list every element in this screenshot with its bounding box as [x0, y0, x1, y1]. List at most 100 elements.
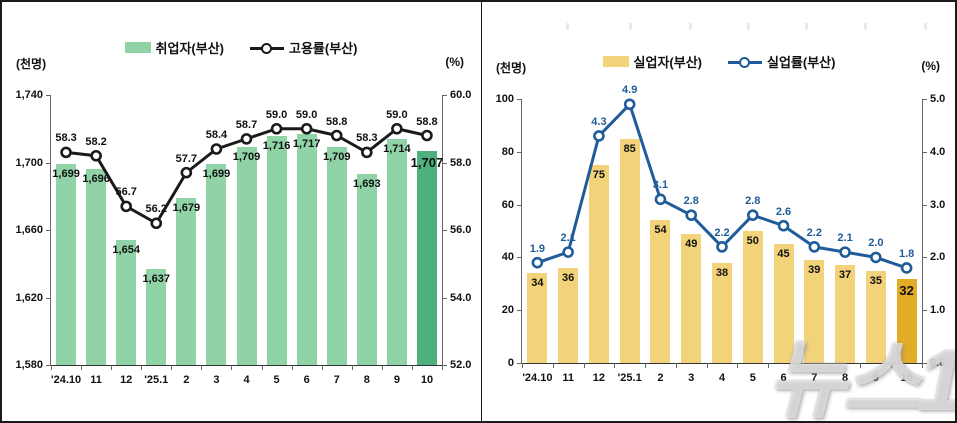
- line-marker: [361, 146, 373, 159]
- bar-value-label: 1,709: [232, 151, 261, 164]
- bar-'25.1: [146, 268, 167, 365]
- x-axis-tickmark: [922, 363, 923, 368]
- x-axis-tickmark: [231, 365, 233, 370]
- right-axis-tickmark: [922, 363, 927, 364]
- line-legend-swatch-icon: [728, 56, 762, 68]
- bar-value-label: 35: [869, 274, 882, 287]
- right-axis-tick-label: 54.0: [450, 291, 472, 304]
- bar-10: [416, 150, 437, 365]
- rate-value-label: 1.8: [898, 247, 915, 260]
- left-axis-tick-label: 1,700: [15, 156, 43, 169]
- left-axis-tickmark: [517, 310, 522, 312]
- x-axis-label: 4: [243, 374, 250, 386]
- faint-tick: [747, 23, 750, 30]
- right-axis-tickmark: [442, 365, 447, 366]
- line-marker: [716, 241, 728, 253]
- x-axis-label: 5: [273, 374, 280, 386]
- x-axis-label: 7: [811, 372, 818, 384]
- left-axis-tick-label: 100: [495, 93, 514, 105]
- bar-11: [86, 169, 107, 365]
- left-axis-tick-label: 1,580: [15, 359, 43, 371]
- left-axis-tickmark: [517, 257, 522, 259]
- bar-value-label: 36: [562, 271, 575, 284]
- right-axis-tickmark: [922, 151, 927, 153]
- right-axis-tick-label: 52.0: [450, 359, 472, 371]
- x-axis-label: '25.1: [617, 372, 642, 384]
- bar-9: [865, 270, 886, 363]
- x-axis-tickmark: [111, 365, 113, 370]
- rate-value-label: 58.3: [55, 132, 77, 145]
- line-marker: [654, 193, 667, 206]
- bar-value-label: 32: [899, 282, 914, 298]
- bar-value-label: 34: [531, 277, 544, 290]
- rate-value-label: 2.2: [714, 226, 730, 239]
- rate-value-label: 57.7: [175, 152, 198, 165]
- line-legend-swatch-icon: [250, 42, 284, 54]
- bar-'24.10: [56, 164, 77, 365]
- left-axis-tick-label: 40: [501, 251, 514, 264]
- bar-value-label: 49: [685, 237, 698, 250]
- bar-value-label: 1,699: [202, 168, 231, 181]
- x-axis-tickmark: [51, 365, 52, 370]
- bar-7: [326, 147, 347, 365]
- rate-value-label: 58.8: [416, 115, 438, 128]
- line-marker: [808, 241, 821, 253]
- line-marker: [300, 122, 313, 135]
- x-axis-tickmark: [737, 363, 739, 368]
- bar-4: [712, 262, 732, 363]
- bar-value-label: 1,654: [112, 244, 140, 257]
- unemployment-legend: 실업자(부산) 실업률(부산): [482, 52, 955, 71]
- bar-value-label: 1,696: [82, 173, 110, 186]
- faint-tick: [566, 23, 569, 30]
- x-axis-tickmark: [552, 363, 554, 368]
- line-marker: [623, 98, 636, 111]
- bar-value-label: 38: [715, 266, 729, 279]
- bar-legend-swatch-icon: [602, 56, 629, 67]
- line-marker: [210, 143, 223, 155]
- rate-value-label: 2.1: [837, 232, 853, 245]
- x-axis-tickmark: [351, 365, 353, 370]
- x-axis-tickmark: [614, 363, 616, 368]
- x-axis-label: '25.1: [144, 374, 169, 386]
- legend-label-unemployment-rate: 실업률(부산): [767, 55, 836, 70]
- rate-value-label: 58.7: [235, 118, 258, 131]
- x-axis-label: 2: [183, 374, 190, 386]
- faint-tick: [864, 23, 867, 30]
- x-axis-tickmark: [442, 365, 443, 370]
- x-axis-label: 10: [420, 374, 434, 386]
- bar-value-label: 85: [623, 142, 636, 155]
- bar-10: [896, 278, 917, 363]
- faint-tick: [629, 23, 632, 30]
- x-axis-tickmark: [321, 365, 323, 370]
- x-axis-label: 6: [303, 374, 310, 386]
- legend-label-employment-rate: 고용률(부산): [289, 41, 358, 56]
- bar-5: [742, 231, 763, 363]
- x-axis-label: 3: [213, 374, 220, 386]
- line-marker: [900, 262, 913, 274]
- bar-value-label: 39: [808, 264, 821, 277]
- x-axis-tickmark: [583, 363, 585, 368]
- line-marker: [870, 251, 882, 264]
- x-axis-tickmark: [81, 365, 83, 370]
- x-axis-label: 5: [749, 372, 756, 384]
- line-marker: [562, 246, 574, 258]
- x-axis-tickmark: [141, 365, 143, 370]
- line-marker: [839, 246, 851, 258]
- bar-6: [773, 244, 794, 363]
- rate-value-label: 59.0: [386, 108, 408, 121]
- left-axis-tickmark: [517, 99, 522, 100]
- x-axis-tickmark: [829, 363, 831, 368]
- left-axis-tickmark: [46, 297, 51, 299]
- legend-item-unemployed: 실업자(부산): [602, 52, 702, 71]
- rate-value-label: 4.9: [622, 84, 638, 97]
- right-axis-tick-label: 4.0: [930, 145, 946, 158]
- x-axis-label: 9: [872, 372, 879, 384]
- x-axis-label: 9: [393, 374, 400, 386]
- rate-line: [531, 98, 913, 274]
- unemployment-chart-panel: 실업자(부산) 실업률(부산) (천명) (%) 100 80 60 40 20 0 5.0…: [481, 2, 955, 421]
- bar-'24.10: [527, 273, 548, 363]
- bar-value-label: 45: [777, 248, 790, 261]
- faint-tick: [689, 23, 692, 30]
- x-axis-label: '24.10: [50, 374, 82, 386]
- bar-value-label: 1,679: [172, 201, 201, 214]
